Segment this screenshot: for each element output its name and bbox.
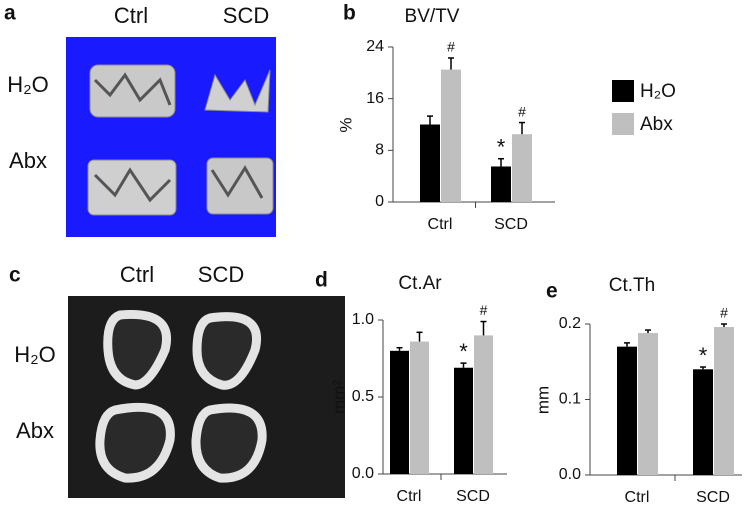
x-tick-label: SCD [696,489,730,506]
y-axis-label: mm [533,386,552,414]
x-tick-label: SCD [456,488,490,505]
bar [512,134,532,202]
y-tick-label: 1.0 [352,311,374,328]
y-tick-label: 0.2 [559,315,581,332]
significance-marker: # [480,302,488,318]
chart-title: Ct.Ar [398,273,442,294]
x-tick-label: SCD [494,216,528,233]
y-tick-label: 0.5 [352,388,374,405]
y-tick-label: 0.1 [559,391,581,408]
bar [617,346,637,475]
significance-marker: # [447,39,455,55]
significance-marker: # [518,103,526,119]
panel-letter: e [546,280,558,303]
y-tick-label: 16 [366,90,384,107]
x-tick-label: Ctrl [428,216,453,233]
column-label: SCD [198,262,244,287]
column-label: Ctrl [120,262,154,287]
legend-swatch [612,80,634,102]
y-tick-label: 24 [366,38,384,55]
significance-marker: * [497,135,506,160]
y-tick-label: 0.0 [559,466,581,483]
bone-renders [87,64,274,216]
bar [491,166,511,202]
significance-marker: * [459,339,468,364]
y-tick-label: 0.0 [352,465,374,482]
y-tick-label: 8 [375,142,384,159]
x-tick-label: Ctrl [397,488,422,505]
bone-cross-sections [95,309,267,483]
column-label: Ctrl [114,3,148,28]
y-tick-label: 0 [375,193,384,210]
bar [454,367,473,474]
row-label: Abx [9,148,47,173]
panel-letter: d [315,269,328,292]
bone-texture [93,72,264,203]
bar [390,350,409,474]
bar [638,333,658,475]
bar [714,327,734,475]
row-label: H₂O [14,342,56,367]
x-tick-label: Ctrl [625,489,650,506]
legend-swatch [612,113,634,135]
significance-marker: # [720,305,728,321]
significance-marker: * [699,343,708,368]
chart-title: Ct.Th [609,275,655,296]
row-label: H₂O [7,72,49,97]
legend-label: H₂O [640,81,676,102]
panel-letter: b [343,2,356,25]
bar [410,341,429,474]
bar [474,335,493,474]
row-label: Abx [16,418,54,443]
bar [420,124,440,202]
y-axis-label: mm² [329,380,348,414]
bar [693,369,713,475]
panel-letter: a [4,2,16,25]
legend-label: Abx [640,114,673,135]
chart-title: BV/TV [405,6,460,27]
cortical-ct-panel: c Ctrl SCD H₂O Abx [9,262,345,498]
bar [441,69,461,203]
panel-letter: c [9,264,21,287]
y-axis-label: % [336,117,355,132]
micro-ct-panel: a Ctrl SCD H₂O Abx [4,2,276,237]
column-label: SCD [223,3,269,28]
